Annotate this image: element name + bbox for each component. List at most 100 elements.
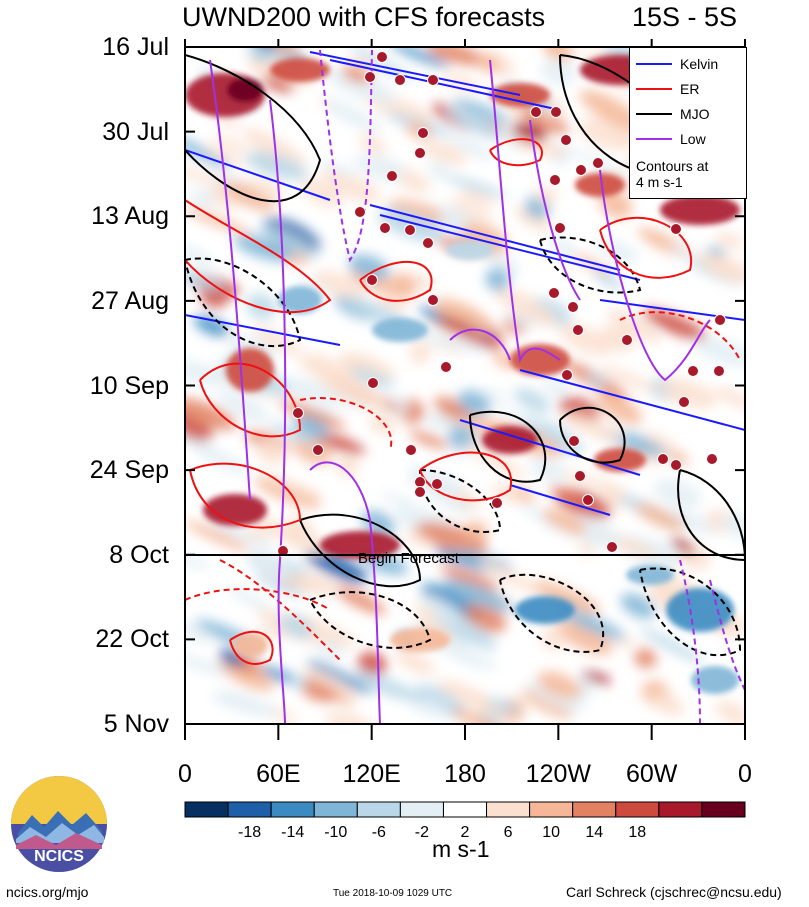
shading-patch [715,700,745,724]
storm-markers [277,51,726,557]
storm-marker-icon [713,365,725,377]
contour-line [369,204,621,271]
shading-core [320,531,400,559]
storm-marker-icon [364,71,376,83]
contour-line [185,54,322,203]
wave-contours [185,49,745,724]
shading-patch [482,389,509,403]
storm-marker-icon [292,407,304,419]
shading-patch [644,431,678,452]
shading-patch [185,165,224,185]
colorbar-label: -18 [238,824,261,841]
storm-marker-icon [422,237,434,249]
contour-line [309,461,381,724]
shading-patch [214,114,241,128]
storm-marker-icon [575,164,587,176]
colorbar-swatch [658,801,703,818]
shading-patch [447,199,494,222]
shading-patch [555,619,613,655]
shading-patch [258,224,319,258]
storm-marker-icon [554,222,566,234]
shading-patch [513,388,551,413]
shading-core [446,240,494,260]
shading-patch [443,107,503,138]
shading-patch [185,269,224,290]
contour-line [499,573,604,653]
contour-line [489,138,543,167]
x-tick-label: 120E [342,760,401,788]
contour-line [199,362,302,438]
storm-marker-icon [417,127,429,139]
shading-patch [693,252,736,276]
shading-patch [600,483,630,509]
shading-patch [415,521,488,554]
shading-patch [380,492,415,507]
contour-line [709,579,745,691]
shading-patch [388,199,451,226]
shading-patch [185,207,251,235]
contour-line [329,59,561,111]
shading-patch [318,371,387,410]
contour-line [185,257,302,348]
contour-line [519,369,745,431]
contour-line [469,410,547,483]
shading-patch [185,552,211,569]
shading-patch [219,658,274,692]
shading-patch [348,254,391,280]
storm-marker-icon [550,106,562,118]
y-tick-label: 24 Sep [89,456,169,485]
shading-patch [212,136,249,153]
shading-core [666,588,734,632]
logo-text: NCICS [34,848,84,865]
shading-patch [389,47,450,68]
contour-line [489,59,561,364]
shading-patch [246,293,277,320]
legend-swatch-low [636,138,672,140]
shading-patch [667,244,704,264]
contour-line [449,328,511,361]
shading-patch [336,455,359,478]
legend-label-low: Low [680,131,706,147]
y-tick-label: 22 Oct [95,625,169,654]
shading-patch [333,585,387,615]
storm-marker-icon [414,486,426,498]
storm-marker-icon [548,287,560,299]
shading-patch [185,654,233,676]
colorbar-label: -10 [324,824,347,841]
shading-patch [228,586,271,612]
x-tick-label: 0 [738,760,752,788]
shading-patch [650,692,685,716]
shading-patch [610,537,657,558]
legend-swatch-mjo [636,113,672,115]
shading-core [660,195,740,225]
y-tick-label: 5 Nov [103,710,169,738]
y-tick-label: 8 Oct [109,540,169,569]
shading-patch [560,411,625,442]
shading-patch [369,413,396,435]
shading-patch [553,469,620,491]
shading-patch [431,491,474,515]
contour-line [539,236,642,294]
shading-patch [420,141,468,165]
shading-patch [255,627,286,639]
legend-label-kelvin: Kelvin [680,56,719,72]
shading-patch [577,542,597,557]
shading-patch [359,134,386,154]
shading-patch [581,671,611,685]
contour-line [599,169,711,382]
storm-marker-icon [427,294,439,306]
contour-line [185,199,332,314]
colorbar-swatch [442,801,488,818]
shading-patch [434,396,473,422]
contour-line [599,216,693,279]
shading-patch [530,457,567,482]
shading-core [482,426,538,454]
storm-marker-icon [431,478,443,490]
storm-marker-icon [678,396,690,408]
shading-patch [659,378,717,409]
shading-patch [409,341,432,364]
y-tick-label: 27 Aug [91,286,169,315]
storm-marker-icon [405,444,417,456]
shading-patch [620,593,656,619]
shading-patch [540,627,566,651]
